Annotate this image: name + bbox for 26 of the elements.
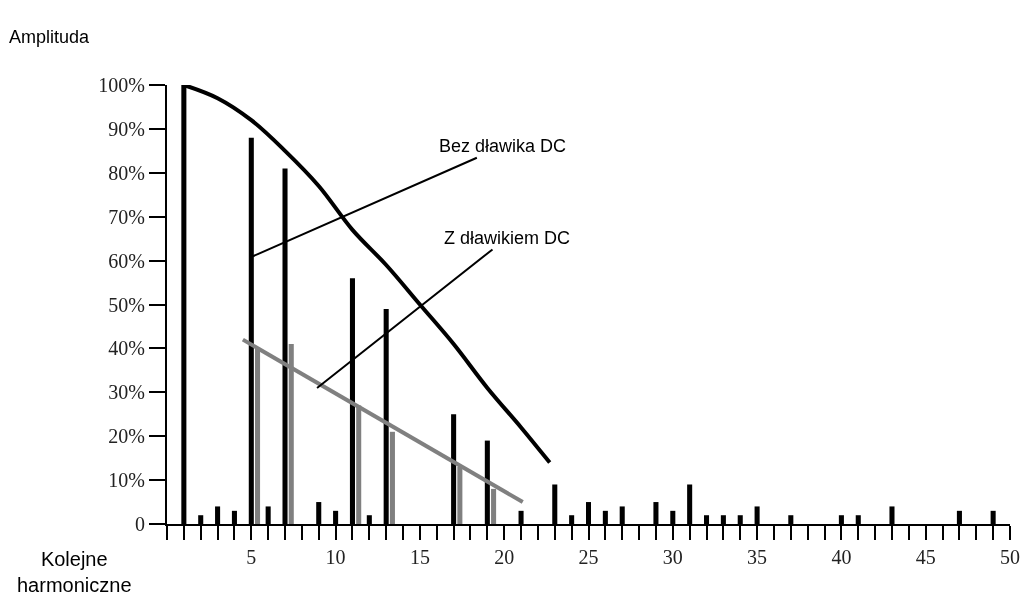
y-tick-label: 80% bbox=[108, 161, 145, 184]
y-tick-label: 20% bbox=[108, 425, 145, 448]
y-tick-label: 60% bbox=[108, 249, 145, 272]
y-tick-label: 40% bbox=[108, 337, 145, 360]
x-tick-label: 25 bbox=[578, 546, 599, 568]
x-tick-label: 30 bbox=[662, 546, 683, 568]
y-tick-label: 100% bbox=[98, 74, 145, 96]
x-axis-title: Kolejne harmoniczne bbox=[17, 548, 132, 596]
x-tick-label: 45 bbox=[915, 546, 936, 568]
x-tick-label: 50 bbox=[1000, 546, 1020, 568]
y-tick-label: 0 bbox=[135, 513, 145, 535]
y-tick-label: 10% bbox=[108, 469, 145, 492]
x-tick-label: 20 bbox=[494, 546, 515, 568]
x-tick-label: 35 bbox=[747, 546, 768, 568]
x-tick-label: 15 bbox=[409, 546, 430, 568]
x-tick-label: 5 bbox=[246, 546, 257, 568]
y-tick-label: 70% bbox=[108, 205, 145, 228]
annotation: Z dławikiem DC bbox=[444, 228, 571, 248]
annotation: Bez dławika DC bbox=[439, 136, 567, 156]
y-tick-label: 30% bbox=[108, 381, 145, 404]
x-tick-label: 40 bbox=[831, 546, 852, 568]
bar bbox=[389, 431, 395, 524]
y-tick-label: 90% bbox=[108, 117, 145, 140]
y-tick-label: 50% bbox=[108, 293, 145, 316]
y-axis-title: Amplituda bbox=[9, 27, 91, 47]
x-tick-label: 10 bbox=[325, 546, 346, 568]
